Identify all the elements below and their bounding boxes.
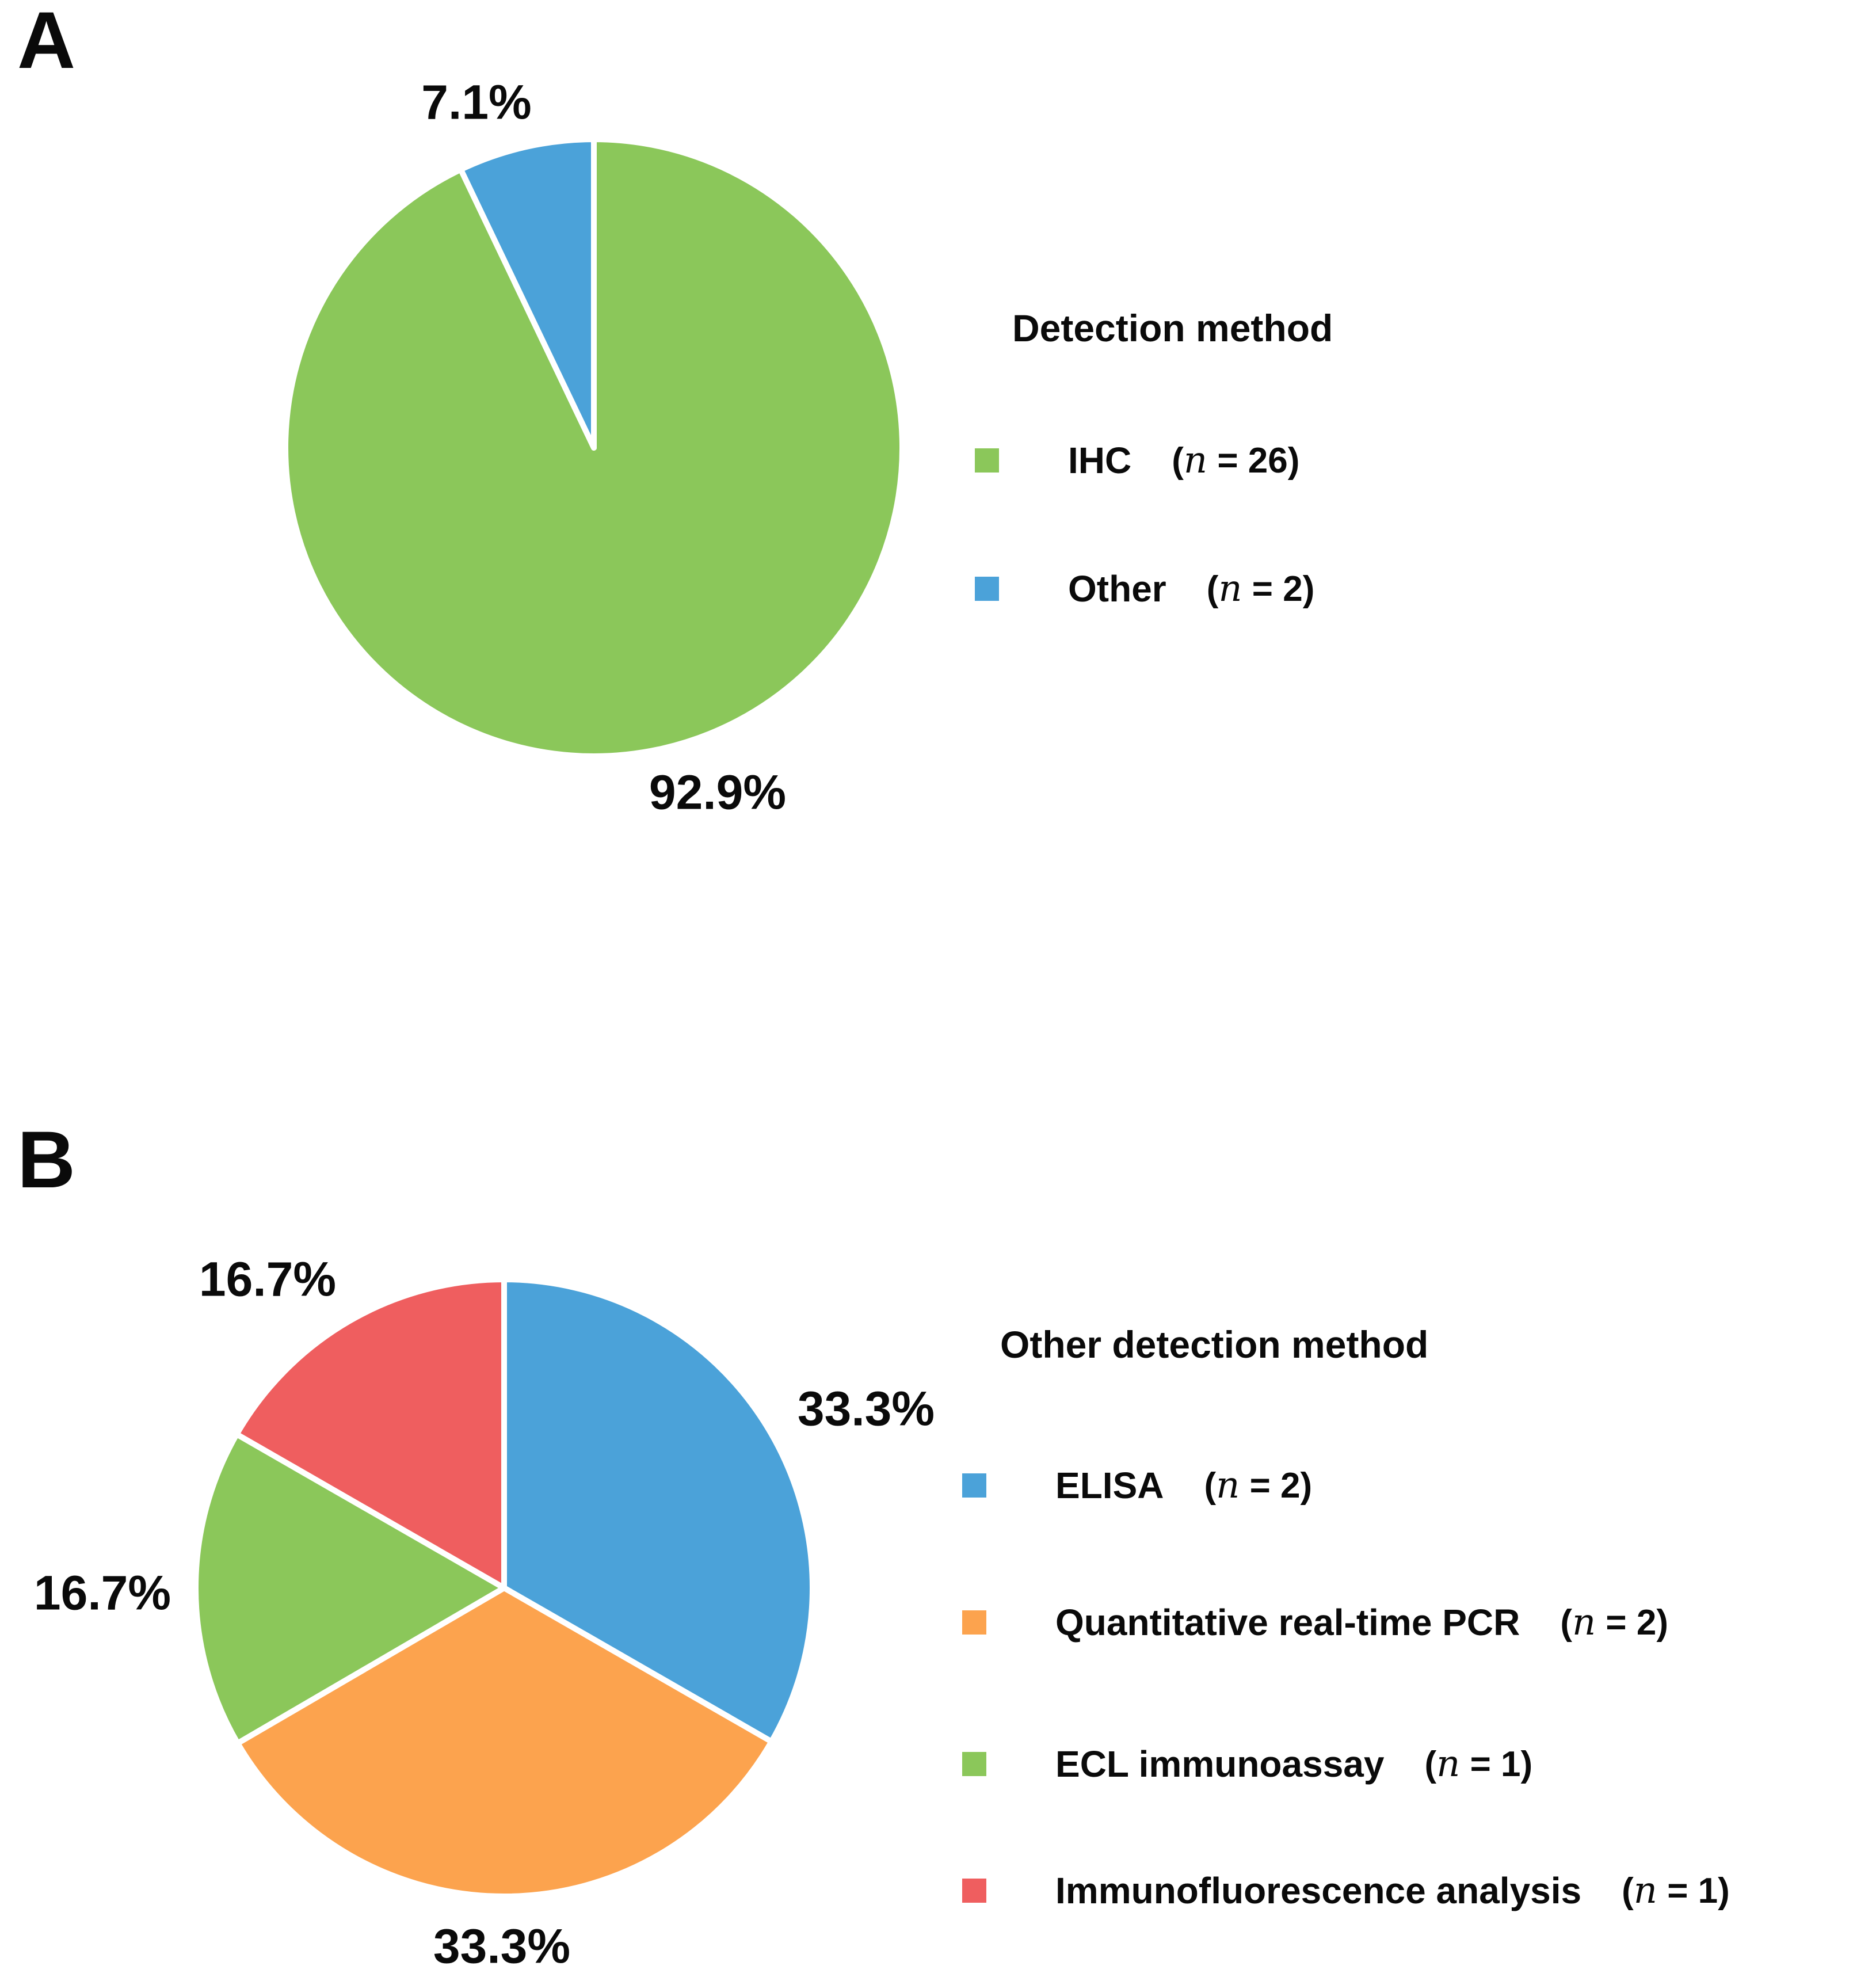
legend-label-immunofluorescence: Immunofluorescence analysis	[1055, 1870, 1582, 1911]
legend-swatch-ecl	[962, 1752, 986, 1776]
panel-a-label: A	[17, 0, 76, 85]
legend-title-detection-method: Detection method	[1012, 307, 1333, 349]
percent-label-ihc: 92.9%	[649, 765, 787, 820]
legend-item-other: Other (n = 2)	[975, 563, 1314, 615]
legend-count-qpcr: (n = 2)	[1560, 1601, 1668, 1644]
pie-chart-detection-method	[283, 136, 906, 759]
legend-title-other-detection-method: Other detection method	[1000, 1323, 1429, 1366]
percent-label-other-a: 7.1%	[421, 75, 532, 129]
n-symbol: n	[1218, 567, 1242, 610]
legend-count-immunofluorescence: (n = 1)	[1622, 1869, 1730, 1912]
pie-chart-other-detection-method	[193, 1277, 815, 1899]
legend-label-elisa: ELISA	[1055, 1465, 1164, 1506]
legend-swatch-other	[975, 577, 999, 601]
legend-swatch-ihc	[975, 448, 999, 473]
legend-label-qpcr: Quantitative real-time PCR	[1055, 1602, 1520, 1643]
pie-slice-other	[457, 136, 597, 451]
legend-label-ihc: IHC	[1068, 440, 1132, 481]
pie-slice-immunofluorescence-analysis	[234, 1277, 507, 1591]
legend-item-qpcr: Quantitative real-time PCR (n = 2)	[962, 1597, 1668, 1648]
legend-swatch-qpcr	[962, 1610, 986, 1635]
panel-b-label: B	[17, 1114, 76, 1205]
legend-swatch-elisa	[962, 1473, 986, 1498]
legend-item-elisa: ELISA (n = 2)	[962, 1460, 1312, 1511]
percent-label-elisa: 33.3%	[797, 1381, 935, 1436]
legend-label-other: Other	[1068, 568, 1166, 609]
legend-count-elisa: (n = 2)	[1204, 1464, 1313, 1507]
legend-swatch-immunofluorescence	[962, 1879, 986, 1903]
n-symbol: n	[1436, 1743, 1461, 1785]
legend-count-ihc: (n = 26)	[1172, 439, 1300, 482]
n-symbol: n	[1572, 1601, 1596, 1644]
legend-item-immunofluorescence: Immunofluorescence analysis (n = 1)	[962, 1865, 1730, 1917]
legend-count-ecl: (n = 1)	[1424, 1743, 1533, 1785]
pie-slice-ecl-immunoassay	[193, 1431, 507, 1746]
n-symbol: n	[1216, 1464, 1240, 1507]
n-symbol: n	[1183, 439, 1208, 482]
legend-item-ihc: IHC (n = 26)	[975, 435, 1299, 486]
percent-label-immunofluorescence: 16.7%	[199, 1252, 337, 1306]
pie-slice-elisa	[501, 1277, 815, 1745]
percent-label-ecl: 16.7%	[33, 1565, 171, 1620]
legend-label-ecl: ECL immunoassay	[1055, 1743, 1385, 1785]
legend-count-other: (n = 2)	[1206, 567, 1315, 610]
n-symbol: n	[1633, 1869, 1657, 1912]
percent-label-qpcr: 33.3%	[433, 1919, 571, 1974]
pie-slice-quantitative-real-time-pcr	[234, 1585, 775, 1899]
legend-item-ecl: ECL immunoassay (n = 1)	[962, 1738, 1532, 1790]
